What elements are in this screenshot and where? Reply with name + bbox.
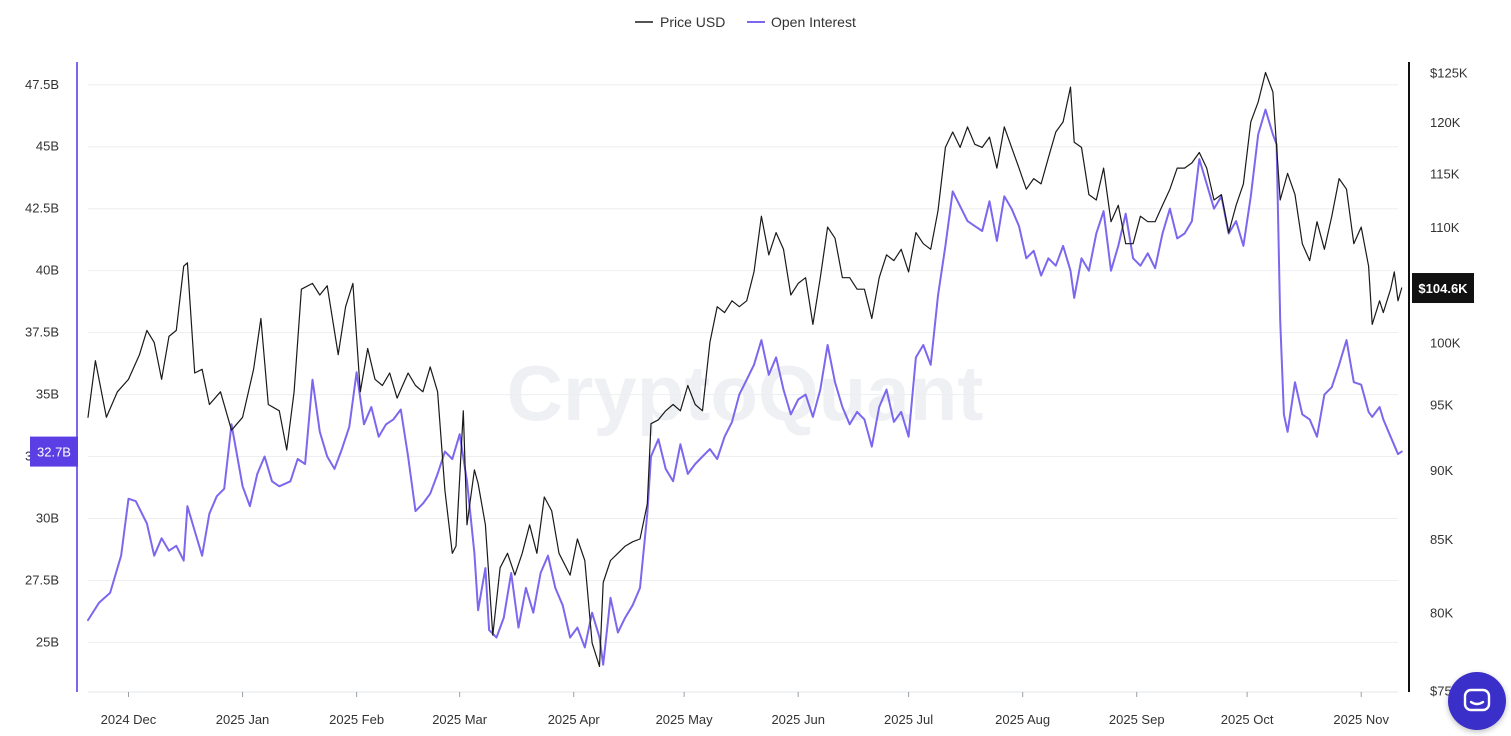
y-right-tick-label: 95K — [1430, 397, 1453, 412]
x-tick-label: 2024 Dec — [101, 712, 157, 727]
y-right-tick-label: 115K — [1430, 166, 1460, 181]
x-tick-label: 2025 Mar — [432, 712, 488, 727]
y-left-tick-label: 35B — [36, 387, 59, 402]
x-tick-label: 2025 Jun — [771, 712, 825, 727]
y-right-tick-label: 100K — [1430, 335, 1461, 350]
y-left-tick-label: 42.5B — [25, 201, 59, 216]
chat-button[interactable] — [1448, 672, 1506, 730]
y-right-tick-label: $125K — [1430, 66, 1468, 81]
legend-label: Open Interest — [771, 14, 856, 30]
x-tick-label: 2025 Sep — [1109, 712, 1165, 727]
chat-bubble-icon — [1462, 686, 1492, 716]
y-right-tick-label: 90K — [1430, 463, 1453, 478]
y-right-tick-label: 120K — [1430, 115, 1461, 130]
x-tick-label: 2025 Oct — [1221, 712, 1274, 727]
y-left-tick-label: 45B — [36, 139, 59, 154]
y-right-tick-label: 80K — [1430, 605, 1453, 620]
x-tick-label: 2025 Nov — [1333, 712, 1389, 727]
legend-item-price-usd[interactable]: Price USD — [635, 14, 725, 30]
y-left-tick-label: 27.5B — [25, 572, 59, 587]
y-left-tick-label: 47.5B — [25, 77, 59, 92]
x-tick-label: 2025 Jul — [884, 712, 933, 727]
x-tick-label: 2025 Jan — [216, 712, 270, 727]
y-left-tick-label: 30B — [36, 511, 59, 526]
legend-item-open-interest[interactable]: Open Interest — [747, 14, 856, 30]
x-tick-label: 2025 May — [656, 712, 714, 727]
y-left-tick-label: 40B — [36, 263, 59, 278]
current-open-interest-label: 32.7B — [37, 445, 71, 460]
current-open-interest-badge: 32.7B — [30, 437, 78, 467]
y-right-tick-label: 85K — [1430, 532, 1453, 547]
y-left-tick-label: 25B — [36, 634, 59, 649]
x-tick-label: 2025 Apr — [548, 712, 601, 727]
current-price-label: $104.6K — [1418, 281, 1468, 296]
x-tick-label: 2025 Aug — [995, 712, 1050, 727]
current-price-badge: $104.6K — [1412, 273, 1474, 303]
y-right-tick-label: 110K — [1430, 220, 1460, 235]
x-tick-label: 2025 Feb — [329, 712, 384, 727]
legend-label: Price USD — [660, 14, 725, 30]
y-left-tick-label: 37.5B — [25, 325, 59, 340]
